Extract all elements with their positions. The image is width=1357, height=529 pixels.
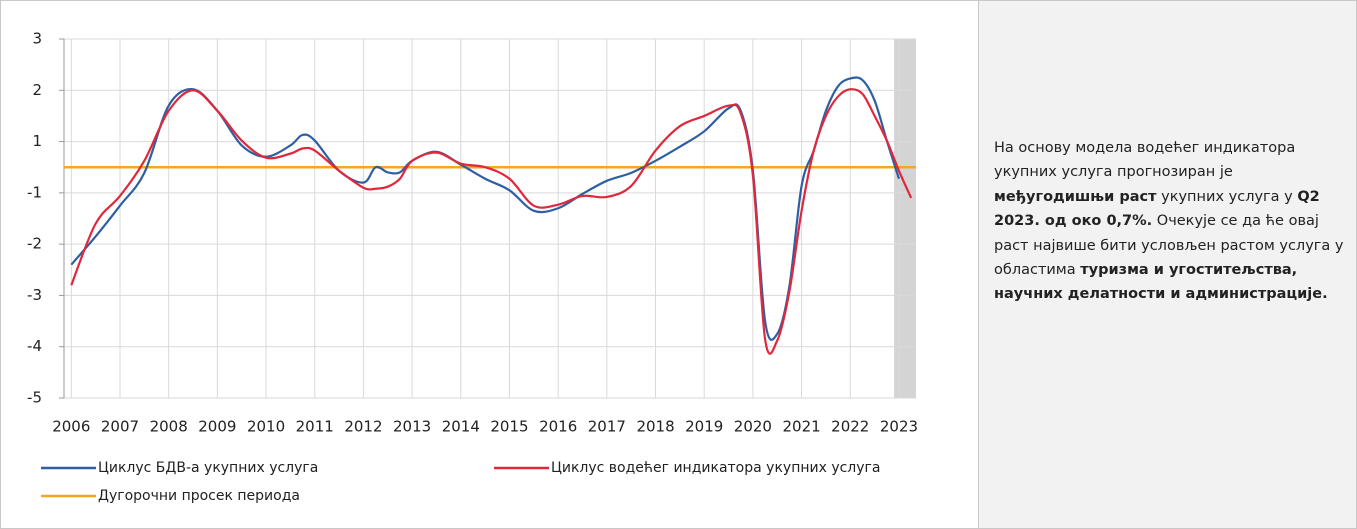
y-tick-label: -3	[27, 286, 42, 304]
legend-label: Циклус БДВ-а укупних услуга	[98, 460, 318, 476]
x-tick-label: 2009	[198, 418, 236, 436]
x-tick-label: 2019	[685, 418, 723, 436]
series-line	[70, 88, 913, 355]
y-tick-label: 3	[32, 30, 42, 48]
x-tick-label: 2008	[150, 418, 188, 436]
x-tick-label: 2014	[442, 418, 480, 436]
y-tick-label: -1	[27, 183, 42, 201]
y-tick-label: -4	[27, 337, 42, 355]
legend-label: Циклус водећег индикатора укупних услуга	[551, 460, 880, 476]
x-tick-label: 2020	[734, 418, 772, 436]
y-tick-label: -2	[27, 235, 42, 253]
side-panel: На основу модела водећег индикатора укуп…	[978, 1, 1356, 528]
x-tick-label: 2007	[101, 418, 139, 436]
note-run: међугодишњи раст	[994, 188, 1157, 205]
series-line	[70, 76, 901, 341]
forecast-shade	[894, 39, 916, 398]
x-tick-label: 2016	[539, 418, 577, 436]
note-run: На основу модела водећег индикатора укуп…	[994, 140, 1296, 181]
note-run: укупних услуга у	[1156, 188, 1298, 205]
note-run: Q2 2023. од око 0,7%.	[994, 188, 1320, 230]
x-tick-label: 2022	[831, 418, 869, 436]
x-tick-label: 2012	[344, 418, 382, 436]
x-tick-label: 2021	[782, 418, 820, 436]
note-run: туризма и угоститељства, научних делатно…	[994, 262, 1328, 303]
x-tick-label: 2015	[490, 418, 528, 436]
x-tick-label: 2011	[296, 418, 334, 436]
x-tick-label: 2018	[636, 418, 674, 436]
x-tick-label: 2010	[247, 418, 285, 436]
x-tick-label: 2023	[880, 418, 918, 436]
x-tick-label: 2006	[52, 418, 90, 436]
note-run: Очекује се да ће овај раст највише бити …	[994, 213, 1344, 279]
y-tick-label: 1	[32, 132, 42, 150]
legend-label: Дугорочни просек периода	[98, 488, 300, 504]
x-tick-label: 2013	[393, 418, 431, 436]
y-tick-label: 2	[32, 81, 42, 99]
note-text: На основу модела водећег индикатора укуп…	[994, 136, 1344, 307]
x-tick-label: 2017	[588, 418, 626, 436]
chart: 3 2 1 -1 -2 -3 -4 -5 2006 2007 2008 2009 2010 2011 201…	[27, 30, 918, 505]
y-tick-label: -5	[27, 389, 42, 407]
